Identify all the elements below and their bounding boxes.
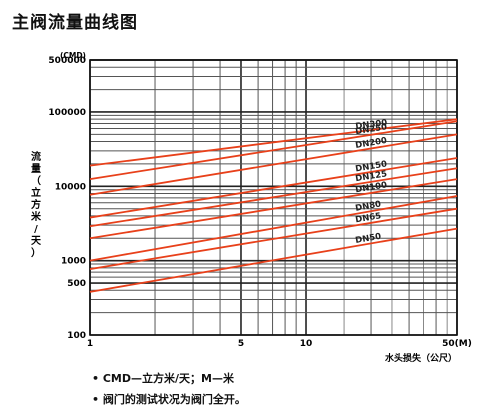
x-tick-label: 1 — [87, 339, 93, 349]
curve-dn80 — [89, 195, 458, 262]
series-label-dn80: DN80 — [355, 199, 382, 213]
curve-dn125 — [89, 167, 458, 228]
curve-dn200 — [89, 133, 458, 196]
curve-dn300 — [89, 118, 458, 167]
curve-dn250 — [89, 120, 458, 180]
x-tick-label: 50(M) — [442, 339, 472, 349]
series-label-dn50: DN50 — [355, 232, 382, 246]
test-condition-note: • 阀门的测试状况为阀门全开。 — [92, 393, 246, 406]
x-tick-label: 5 — [238, 339, 244, 349]
unit-note: • CMD—立方米/天；M—米 — [92, 372, 234, 385]
y-tick-label: 1000 — [61, 257, 86, 267]
series-label-dn65: DN65 — [355, 211, 382, 225]
series-label-dn125: DN125 — [355, 169, 388, 184]
x-axis-label: 水头损失（公尺） — [385, 352, 457, 364]
y-tick-label: 100000 — [48, 108, 86, 118]
curve-dn150 — [89, 157, 458, 219]
chart-title: 主阀流量曲线图 — [12, 13, 138, 33]
y-unit-label: (CMD) — [60, 51, 86, 60]
curve-dn65 — [89, 207, 458, 270]
x-tick-label: 10 — [300, 339, 313, 349]
y-tick-label: 10000 — [55, 182, 86, 192]
y-axis-label: 流量（立方米/天） — [31, 150, 42, 259]
y-tick-label: 100 — [67, 331, 86, 341]
y-tick-label: 500000 — [48, 56, 86, 66]
y-tick-label: 500 — [67, 279, 86, 289]
curve-dn100 — [89, 178, 458, 240]
series-label-dn250: DN250 — [355, 122, 388, 137]
plot-frame — [89, 59, 458, 336]
series-label-dn300: DN300 — [355, 118, 388, 132]
curve-dn50 — [89, 227, 458, 293]
